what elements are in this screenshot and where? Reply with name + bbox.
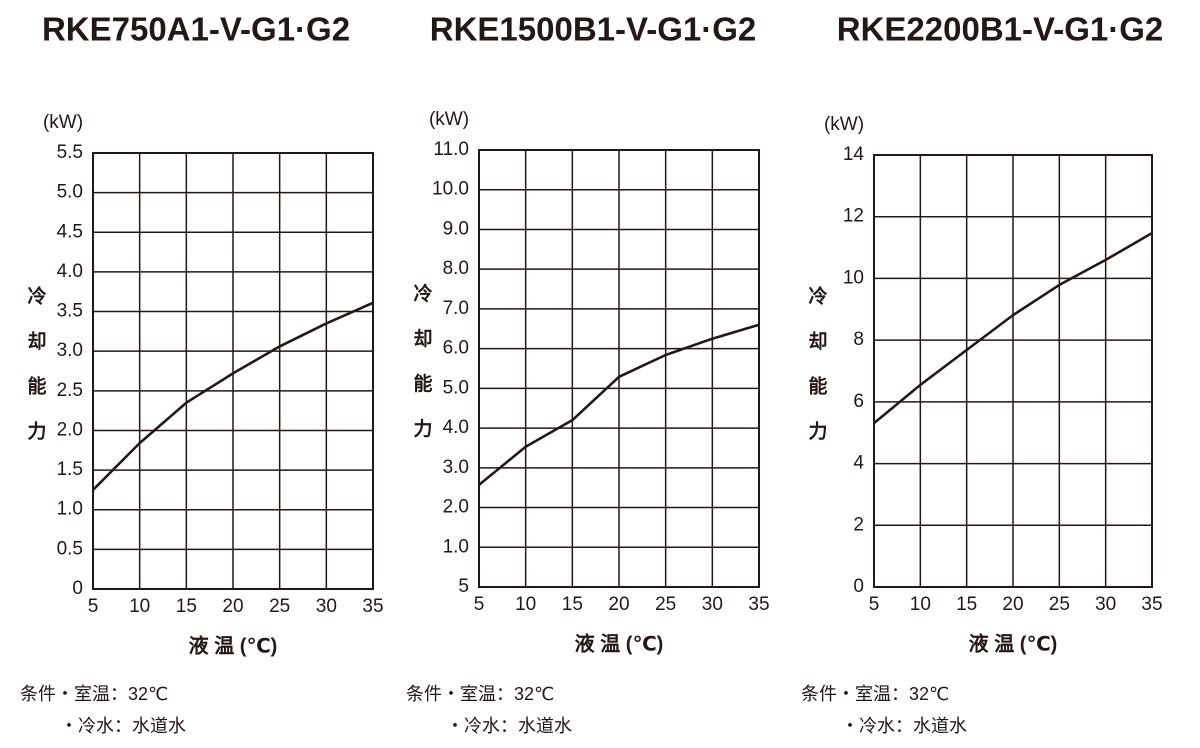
y-tick-label: 3.5 [57, 301, 83, 322]
x-tick-label: 20 [222, 596, 243, 617]
plot-frame [92, 152, 374, 590]
y-tick-label: 8.0 [443, 258, 469, 279]
x-tick-label: 20 [1002, 594, 1023, 615]
y-axis-label: 冷却能力 [806, 285, 828, 466]
note: 条件・室温：32℃ [20, 684, 168, 704]
x-tick-label: 15 [956, 594, 977, 615]
y-tick-label: 10.0 [432, 179, 469, 200]
x-tick-label: 15 [176, 596, 197, 617]
y-tick-label: 0.5 [57, 538, 83, 559]
y-tick-label: 2.0 [443, 497, 469, 518]
x-tick-label: 10 [129, 596, 150, 617]
x-tick-label: 25 [655, 594, 676, 615]
y-axis-label: 冷却能力 [411, 282, 433, 463]
y-tick-label: 6.0 [443, 338, 469, 359]
y-tick-label: 1.0 [57, 499, 83, 520]
x-tick-label: 5 [88, 596, 99, 617]
data-line [92, 301, 374, 491]
y-tick-label: 8 [853, 329, 864, 350]
note: ・冷水：水道水 [60, 716, 186, 736]
y-tick-label: 1.0 [443, 536, 469, 557]
y-tick-label: 5.0 [443, 377, 469, 398]
y-tick-label: 2 [853, 514, 864, 535]
x-tick-label: 35 [748, 594, 769, 615]
data-line [478, 323, 760, 486]
x-tick-label: 35 [1141, 594, 1162, 615]
y-tick-label: 4.5 [57, 221, 83, 242]
x-tick-label: 5 [869, 594, 880, 615]
x-tick-label: 35 [362, 596, 383, 617]
y-axis-label: 冷却能力 [25, 285, 47, 466]
y-tick-label: 9.0 [443, 218, 469, 239]
y-tick-label: 3.0 [443, 457, 469, 478]
data-line [873, 231, 1153, 425]
y-tick-label: 1.5 [57, 459, 83, 480]
x-tick-label: 10 [515, 594, 536, 615]
x-axis-label: 液 温 (℃) [189, 633, 278, 657]
y-tick-label: 4.0 [57, 261, 83, 282]
chart-title: RKE750A1-V-G1·G2 [42, 11, 350, 48]
y-tick-label: 14 [843, 144, 865, 165]
note: ・冷水：水道水 [841, 716, 967, 736]
y-tick-label: 6 [853, 391, 864, 412]
y-tick-label: 5.0 [57, 182, 83, 203]
plot-frame [873, 154, 1153, 588]
note: 条件・室温：32℃ [801, 684, 949, 704]
y-unit: (kW) [429, 109, 469, 130]
x-tick-label: 30 [1095, 594, 1116, 615]
x-axis-label: 液 温 (℃) [969, 631, 1058, 655]
chart-title: RKE1500B1-V-G1·G2 [430, 11, 756, 48]
y-unit: (kW) [43, 112, 83, 133]
y-tick-label: 2.5 [57, 380, 83, 401]
x-axis-label: 液 温 (℃) [575, 631, 664, 655]
note: 条件・室温：32℃ [406, 684, 554, 704]
y-tick-label: 3.0 [57, 340, 83, 361]
x-tick-label: 10 [910, 594, 931, 615]
y-tick-label: 7.0 [443, 298, 469, 319]
y-tick-label: 5.5 [57, 142, 83, 163]
y-tick-label: 0 [853, 576, 864, 597]
y-tick-label: 5 [458, 576, 469, 597]
x-tick-label: 30 [702, 594, 723, 615]
y-tick-label: 0 [72, 578, 83, 599]
y-unit: (kW) [824, 114, 864, 135]
x-tick-label: 15 [562, 594, 583, 615]
x-tick-label: 30 [316, 596, 337, 617]
x-tick-label: 5 [474, 594, 485, 615]
y-tick-label: 4 [853, 453, 864, 474]
note: ・冷水：水道水 [446, 716, 572, 736]
x-tick-label: 25 [269, 596, 290, 617]
y-tick-label: 4.0 [443, 417, 469, 438]
y-tick-label: 11.0 [433, 139, 469, 160]
x-tick-label: 25 [1049, 594, 1070, 615]
x-tick-label: 20 [608, 594, 629, 615]
y-tick-label: 10 [843, 267, 864, 288]
y-tick-label: 2.0 [57, 419, 83, 440]
chart-title: RKE2200B1-V-G1·G2 [837, 11, 1163, 48]
plot-frame [478, 149, 760, 588]
y-tick-label: 12 [843, 206, 864, 227]
